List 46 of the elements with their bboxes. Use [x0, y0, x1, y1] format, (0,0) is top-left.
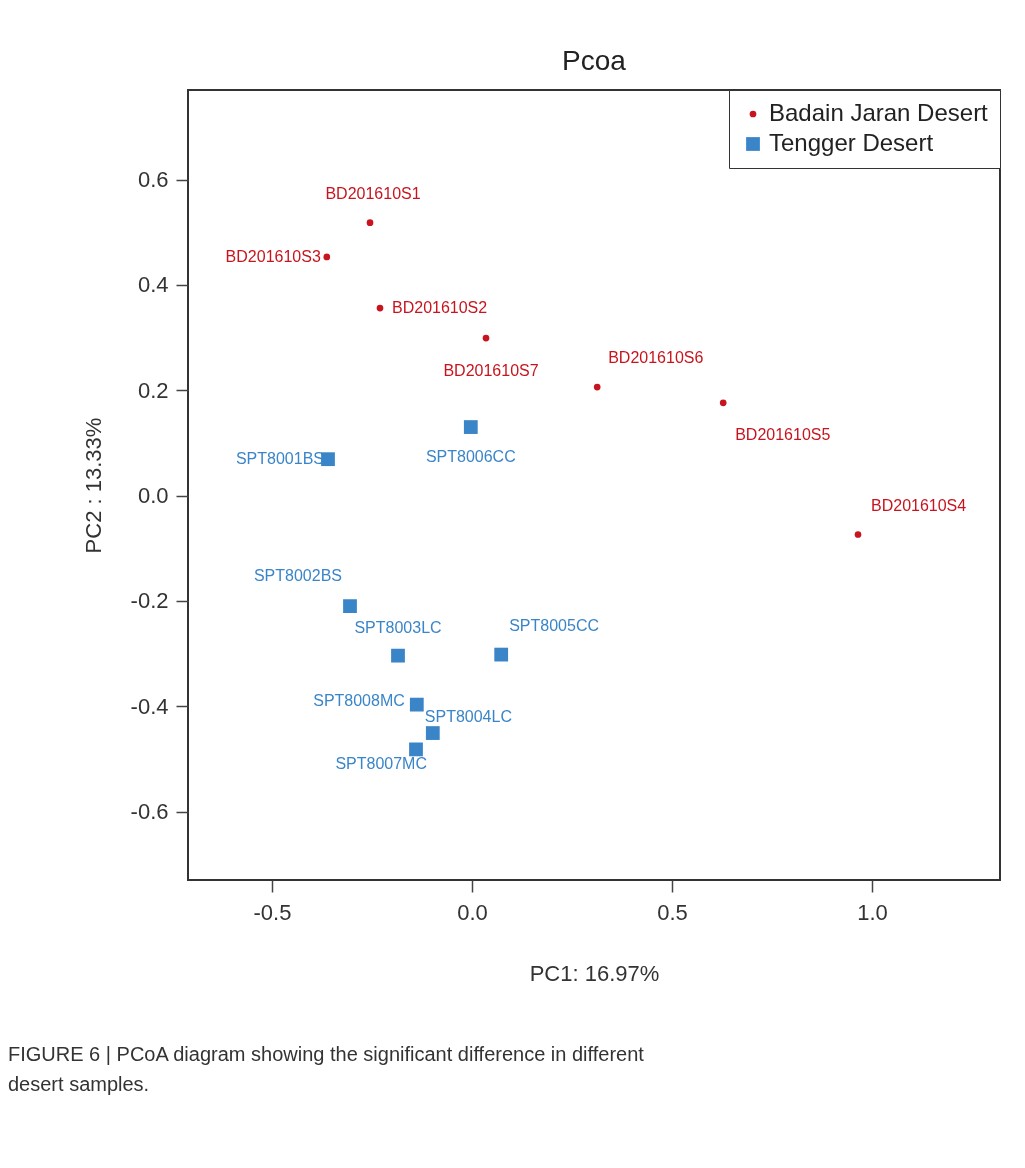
point	[409, 697, 424, 712]
chart-title: Pcoa	[562, 44, 627, 76]
annotation: BD201610S3	[225, 247, 321, 265]
annotation: BD201610S1	[325, 184, 421, 202]
point	[321, 452, 335, 467]
legend-label: Tengger Desert	[769, 129, 934, 156]
annotation: BD201610S7	[443, 362, 539, 380]
annotation: SPT8006CC	[425, 448, 516, 466]
y-tick-label: 0.2	[137, 377, 169, 403]
annotation: BD201610S2	[392, 299, 488, 317]
point	[425, 726, 440, 740]
legend-label: Badain Jaran Desert	[769, 99, 989, 126]
caption: FIGURE 6 | PCoA diagram showing the significant difference in different desert samples.	[8, 1043, 645, 1095]
y-tick-label: 0.0	[137, 483, 169, 509]
point	[323, 253, 331, 261]
point	[343, 599, 357, 614]
point	[593, 383, 601, 391]
annotation: SPT8003LC	[354, 618, 442, 636]
annotation: BD201610S4	[871, 496, 967, 514]
annotation: SPT8007MC	[335, 755, 427, 773]
x-axis-title: PC1: 16.97%	[529, 960, 660, 986]
x-tick-label: 1.0	[857, 899, 888, 925]
point	[376, 304, 384, 312]
point	[719, 399, 727, 407]
y-tick-label: 0.6	[137, 167, 169, 193]
annotation: SPT8005CC	[509, 616, 600, 634]
x-tick-label: -0.5	[253, 899, 292, 925]
x-tick-label: 0.0	[457, 899, 488, 925]
y-axis-title: PC2 : 13.33%	[80, 417, 106, 554]
annotation: SPT8004LC	[424, 708, 512, 726]
y-tick-label: 0.4	[137, 272, 169, 298]
y-tick-label: -0.4	[130, 693, 169, 719]
x-tick-label: 0.5	[657, 899, 688, 925]
point	[391, 648, 405, 663]
y-tick-label: -0.2	[130, 588, 169, 614]
point	[366, 219, 374, 227]
point	[494, 647, 509, 662]
point	[482, 334, 490, 342]
annotation: BD201610S5	[735, 425, 831, 443]
point	[854, 531, 862, 538]
point	[463, 420, 478, 434]
annotation: BD201610S6	[608, 349, 704, 367]
y-tick-label: -0.6	[130, 799, 169, 825]
point	[409, 742, 423, 757]
annotation: SPT8008MC	[313, 691, 405, 709]
annotation: SPT8002BS	[253, 567, 342, 585]
